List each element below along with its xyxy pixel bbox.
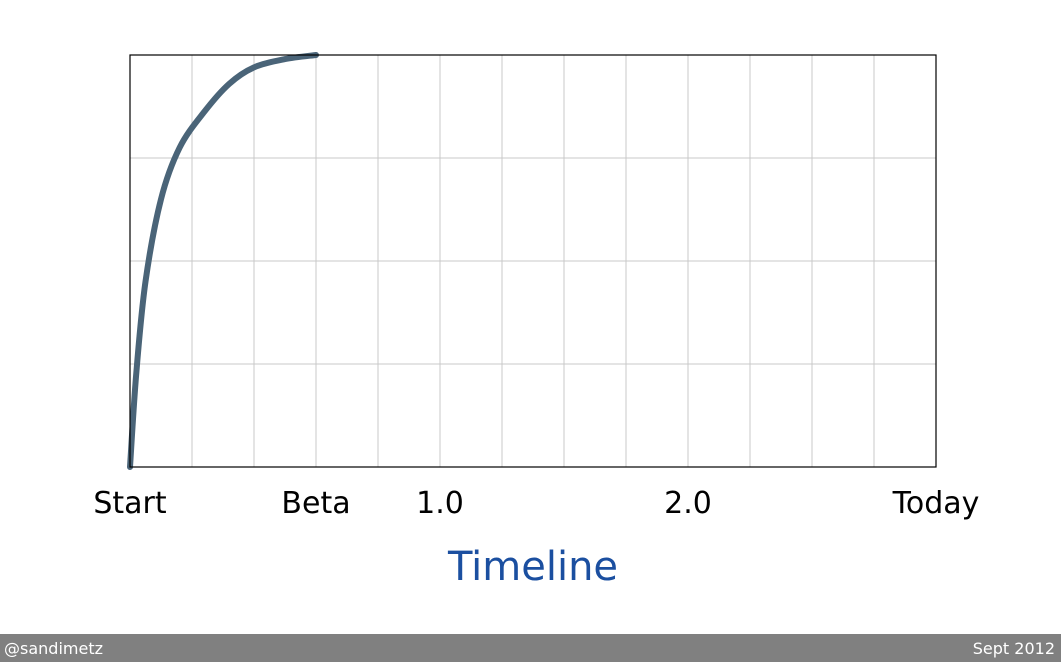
x-tick-label: Beta	[281, 486, 350, 521]
x-tick-label: Start	[93, 486, 167, 521]
x-tick-label: 2.0	[664, 486, 712, 521]
footer-bar: @sandimetz Sept 2012	[0, 634, 1061, 662]
x-tick-labels: Start Beta 1.0 2.0 Today	[93, 486, 979, 521]
x-tick-label: Today	[892, 486, 980, 521]
footer-author: @sandimetz	[4, 639, 103, 658]
footer-date: Sept 2012	[973, 639, 1055, 658]
x-tick-label: 1.0	[416, 486, 464, 521]
grid	[130, 55, 936, 467]
x-axis-title: Timeline	[447, 544, 618, 590]
timeline-chart: Start Beta 1.0 2.0 Today Timeline	[0, 0, 1061, 634]
